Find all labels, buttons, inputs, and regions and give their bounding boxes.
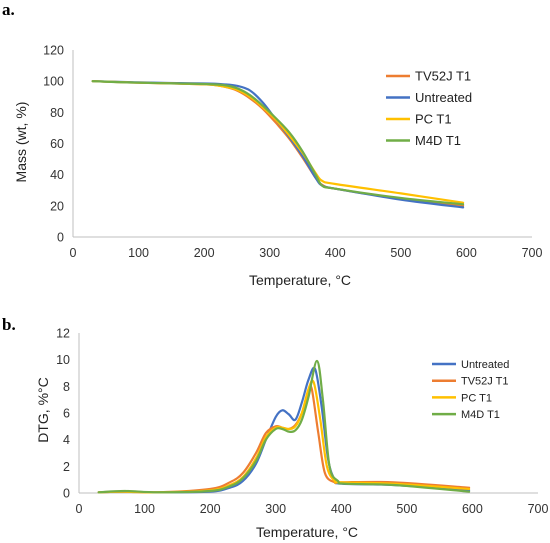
y-tick-label-a: 40 (50, 168, 64, 182)
chart-panel-a: a. 0 100 200 300 400 500 600 700 0 20 40 60 80 100 12… (2, 0, 542, 288)
x-tick-label-a: 300 (259, 246, 280, 260)
x-tick-label-b: 100 (134, 502, 155, 516)
y-tick-label-a: 20 (50, 199, 64, 213)
x-tick-label-b: 300 (265, 502, 286, 516)
series-line-pc-t1 (97, 379, 471, 494)
series-line-m4d-t1 (97, 359, 471, 494)
y-axis-title-a: Mass (wt, %) (13, 102, 29, 183)
x-tick-label-a: 100 (128, 246, 149, 260)
x-tick-label-b: 500 (396, 502, 417, 516)
legend-label: M4D T1 (461, 409, 500, 421)
y-tick-label-a: 100 (43, 75, 64, 89)
x-tick-label-a: 0 (70, 246, 77, 260)
y-tick-label-b: 10 (56, 353, 70, 367)
series-line-pc-t1 (91, 80, 465, 204)
panel-label-b: b. (2, 315, 16, 334)
x-tick-label-b: 400 (331, 502, 352, 516)
y-tick-label-b: 0 (63, 487, 70, 501)
legend-label: TV52J T1 (415, 69, 471, 84)
legend-label: Untreated (461, 359, 509, 371)
y-axis-title-b: DTG, %°C (35, 377, 51, 443)
x-tick-label-b: 600 (462, 502, 483, 516)
x-tick-label-a: 600 (456, 246, 477, 260)
y-tick-label-b: 4 (63, 433, 70, 447)
x-tick-label-b: 200 (200, 502, 221, 516)
x-tick-label-b: 700 (528, 502, 549, 516)
legend-label: PC T1 (461, 392, 492, 404)
legend-label: PC T1 (415, 112, 452, 127)
panel-label-a: a. (2, 0, 15, 19)
y-tick-label-a: 80 (50, 106, 64, 120)
legend-label: Untreated (415, 90, 472, 105)
legend-label: TV52J T1 (461, 376, 509, 388)
series-line-m4d-t1 (91, 80, 465, 206)
y-tick-label-b: 2 (63, 460, 70, 474)
legend-label: M4D T1 (415, 133, 461, 148)
chart-panel-b: b. 0 100 200 300 400 500 600 700 0 2 4 6 8 10 12 Untr… (2, 315, 548, 540)
series-line-tv52j-t1 (97, 385, 471, 494)
x-axis-title-b: Temperature, °C (256, 524, 358, 540)
x-tick-label-a: 400 (325, 246, 346, 260)
series-line-untreated (91, 80, 465, 209)
series-line-tv52j-t1 (91, 80, 465, 207)
y-tick-label-b: 8 (63, 380, 70, 394)
x-tick-label-a: 700 (522, 246, 543, 260)
x-tick-label-b: 0 (76, 502, 83, 516)
y-tick-label-a: 120 (43, 44, 64, 58)
x-tick-label-a: 200 (194, 246, 215, 260)
y-tick-label-b: 6 (63, 407, 70, 421)
x-axis-title-a: Temperature, °C (249, 272, 351, 288)
x-tick-label-a: 500 (390, 246, 411, 260)
y-tick-label-b: 12 (56, 327, 70, 341)
y-tick-label-a: 60 (50, 137, 64, 151)
y-tick-label-a: 0 (57, 231, 64, 245)
